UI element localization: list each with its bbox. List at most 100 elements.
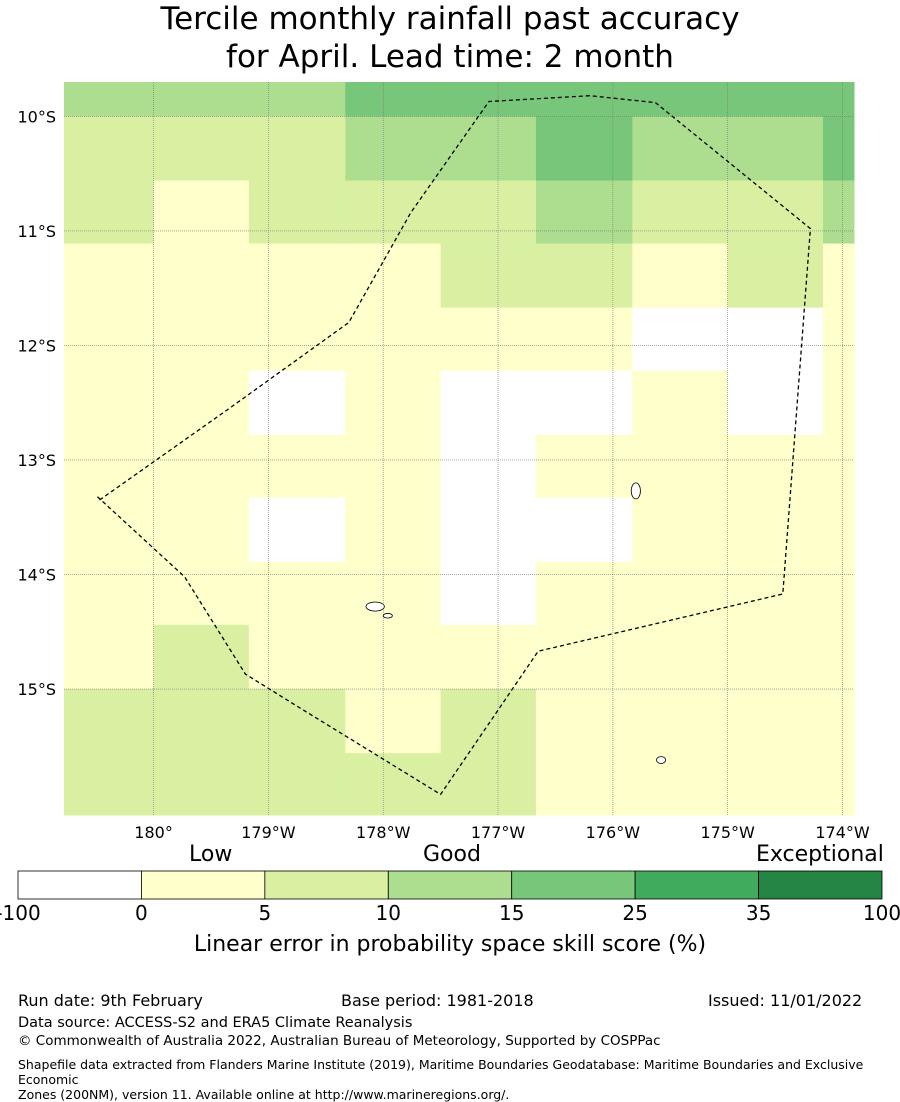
colorbar-tick-label: 15 [499, 901, 524, 925]
heatmap-cell-r10-c6 [632, 689, 729, 754]
heatmap-cell-r0-c5 [535, 82, 633, 117]
heatmap-cell-r1-c0 [64, 116, 155, 181]
heatmap-cell-r1-c5 [535, 116, 633, 181]
heatmap-cell-r9-c6 [632, 624, 729, 690]
heatmap-cell-r9-c8 [822, 624, 855, 690]
heatmap-cell-r3-c1 [153, 243, 250, 309]
heatmap-cell-r2-c7 [727, 180, 824, 244]
y-tick-label: 15°S [17, 680, 56, 699]
colorbar-tick-label: 5 [258, 901, 271, 925]
heatmap-cell-r10-c2 [248, 689, 346, 754]
y-tick-label: 11°S [17, 222, 56, 241]
heatmap-cell-r0-c3 [345, 82, 442, 117]
island-1 [365, 601, 385, 612]
heatmap-cell-r11-c8 [822, 753, 855, 816]
heatmap-cell-r1-c6 [632, 116, 729, 181]
axis-ticks: 180° 179°W 178°W 177°W 176°W 175°W 174°W 10°S 11… [17, 107, 869, 842]
heatmap-cell-r8-c7 [727, 561, 824, 626]
heatmap-cell-r10-c0 [64, 689, 155, 754]
heatmap-cell-r11-c2 [248, 753, 346, 816]
heatmap-cell-r11-c7 [727, 753, 824, 816]
x-tick-label: 176°W [586, 823, 641, 842]
heatmap-cell-r9-c7 [727, 624, 824, 690]
heatmap-cell-r1-c1 [153, 116, 250, 181]
x-tick-label: 175°W [701, 823, 756, 842]
heatmap-cell-r3-c5 [535, 243, 633, 309]
x-tick-label: 179°W [241, 823, 296, 842]
colorbar-tick-label: 35 [746, 901, 771, 925]
heatmap-cell-r5-c1 [153, 370, 250, 436]
y-tick-label: 14°S [17, 565, 56, 584]
heatmap-cell-r9-c2 [248, 624, 346, 690]
heatmap-cell-r4-c1 [153, 307, 250, 372]
colorbar-segment-1 [141, 870, 266, 900]
heatmap-cell-r4-c0 [64, 307, 155, 372]
heatmap-cell-r6-c7 [727, 434, 824, 499]
heatmap-cell-r10-c3 [345, 689, 442, 754]
x-tick-label: 177°W [471, 823, 526, 842]
heatmap-cell-r1-c3 [345, 116, 442, 181]
heatmap-cell-r3-c4 [440, 243, 537, 309]
colorbar-segment-2 [264, 870, 389, 900]
heatmap-cell-r1-c8 [822, 116, 855, 181]
base-period: Base period: 1981-2018 [341, 991, 534, 1010]
heatmap-cell-r10-c5 [535, 689, 633, 754]
colorbar-caption: Linear error in probability space skill … [193, 932, 707, 957]
heatmap-cell-r5-c7 [727, 370, 824, 436]
heatmap-cell-r7-c0 [64, 497, 155, 563]
issued-date: Issued: 11/01/2022 [708, 991, 863, 1010]
heatmap-cell-r10-c8 [822, 689, 855, 754]
heatmap-cell-r2-c0 [64, 180, 155, 244]
heatmap-cell-r3-c0 [64, 243, 155, 309]
heatmap-cell-r11-c0 [64, 753, 155, 816]
heatmap-cell-r6-c3 [345, 434, 442, 499]
shapefile-credit-line1: Shapefile data extracted from Flanders M… [18, 1057, 864, 1087]
heatmap-cell-r5-c5 [535, 370, 633, 436]
heatmap-cell-r7-c3 [345, 497, 442, 563]
heatmap-cell-r2-c3 [345, 180, 442, 244]
heatmap-cell-r5-c2 [248, 370, 346, 436]
data-source: Data source: ACCESS-S2 and ERA5 Climate … [18, 1015, 413, 1031]
x-tick-label: 180° [134, 823, 173, 842]
heatmap-cell-r0-c6 [632, 82, 729, 117]
y-tick-label: 12°S [17, 336, 56, 355]
heatmap-cell-r7-c1 [153, 497, 250, 563]
colorbar-tick-label: 10 [376, 901, 401, 925]
colorbar-label-exceptional: Exceptional [756, 842, 884, 867]
heatmap-cell-r6-c4 [440, 434, 537, 499]
heatmap-cell-r0-c2 [248, 82, 346, 117]
heatmap-cell-r7-c7 [727, 497, 824, 563]
heatmap-cell-r8-c6 [632, 561, 729, 626]
heatmap-cell-r3-c8 [822, 243, 855, 309]
heatmap-cell-r1-c4 [440, 116, 537, 181]
heatmap-cell-r2-c6 [632, 180, 729, 244]
heatmap-cell-r8-c3 [345, 561, 442, 626]
heatmap-cell-r0-c4 [440, 82, 537, 117]
heatmap-cell-r11-c5 [535, 753, 633, 816]
heatmap-cells [64, 82, 855, 816]
colorbar-segment-5 [634, 870, 759, 900]
heatmap-cell-r8-c0 [64, 561, 155, 626]
heatmap-cell-r2-c2 [248, 180, 346, 244]
island-3 [656, 756, 667, 764]
heatmap-cell-r9-c3 [345, 624, 442, 690]
island-0 [630, 482, 641, 500]
colorbar-segment-4 [511, 870, 636, 900]
heatmap-cell-r2-c1 [153, 180, 250, 244]
colorbar-tick-label: 0 [135, 901, 148, 925]
heatmap-cell-r11-c3 [345, 753, 442, 816]
heatmap-cell-r10-c4 [440, 689, 537, 754]
y-tick-label: 13°S [17, 451, 56, 470]
heatmap-cell-r3-c7 [727, 243, 824, 309]
rainfall-skill-map: 180° 179°W 178°W 177°W 176°W 175°W 174°W 10°S 11… [0, 82, 900, 925]
shapefile-credit: Shapefile data extracted from Flanders M… [18, 1057, 898, 1102]
heatmap-cell-r3-c3 [345, 243, 442, 309]
colorbar-tick-label: 25 [622, 901, 647, 925]
heatmap-cell-r1-c7 [727, 116, 824, 181]
heatmap-cell-r8-c4 [440, 561, 537, 626]
heatmap-cell-r7-c5 [535, 497, 633, 563]
copyright: © Commonwealth of Australia 2022, Austra… [18, 1033, 661, 1049]
heatmap-cell-r8-c5 [535, 561, 633, 626]
x-tick-label: 174°W [815, 823, 870, 842]
heatmap-cell-r0-c7 [727, 82, 824, 117]
